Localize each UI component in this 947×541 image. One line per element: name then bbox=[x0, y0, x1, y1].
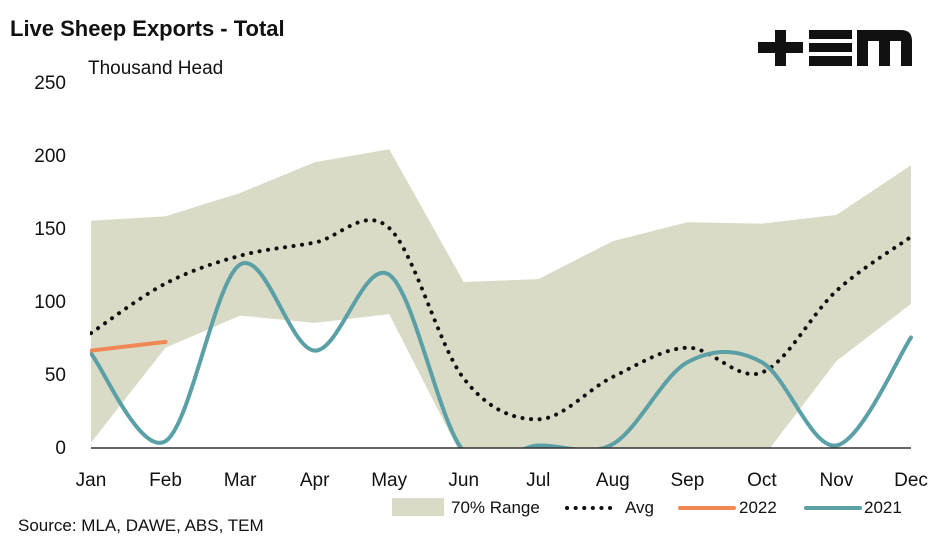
range-area bbox=[91, 149, 911, 448]
x-tick-label: Jan bbox=[76, 470, 107, 491]
x-tick-label: Feb bbox=[149, 470, 182, 491]
x-tick-label: Dec bbox=[894, 470, 928, 491]
y-tick-label: 250 bbox=[34, 73, 66, 94]
x-tick-label: Nov bbox=[820, 470, 854, 491]
legend-swatch-range bbox=[392, 498, 444, 516]
series-line-avg bbox=[90, 218, 913, 422]
series-line-2022 bbox=[90, 339, 168, 353]
y-tick-label: 200 bbox=[34, 146, 66, 167]
x-axis: Jan Feb Mar Apr May Jun Jul Aug Sep Oct Nov Dec bbox=[76, 470, 928, 491]
x-tick-label: Jul bbox=[526, 470, 550, 491]
x-tick-label: Mar bbox=[224, 470, 257, 491]
legend-label-2021: 2021 bbox=[864, 498, 902, 517]
legend-label-2022: 2022 bbox=[739, 498, 777, 517]
y-tick-label: 50 bbox=[45, 365, 66, 386]
y-axis: 0 50 100 150 200 250 bbox=[34, 73, 66, 459]
legend-label-avg: Avg bbox=[625, 498, 654, 517]
x-tick-label: Apr bbox=[300, 470, 330, 491]
x-tick-label: Aug bbox=[596, 470, 630, 491]
x-tick-label: Sep bbox=[670, 470, 704, 491]
x-tick-label: Jun bbox=[448, 470, 479, 491]
y-tick-label: 150 bbox=[34, 219, 66, 240]
series-line-2021 bbox=[90, 261, 913, 448]
chart-title: Live Sheep Exports - Total bbox=[10, 16, 285, 41]
source-note: Source: MLA, DAWE, ABS, TEM bbox=[18, 516, 264, 535]
y-tick-label: 100 bbox=[34, 292, 66, 313]
x-tick-label: May bbox=[371, 470, 407, 491]
x-tick-label: Oct bbox=[747, 470, 777, 491]
legend-label-range: 70% Range bbox=[451, 498, 540, 517]
legend: 70% Range Avg 2022 2021 bbox=[392, 498, 902, 517]
y-axis-unit-label: Thousand Head bbox=[88, 58, 223, 79]
tem-logo bbox=[758, 30, 912, 66]
y-tick-label: 0 bbox=[55, 438, 66, 459]
